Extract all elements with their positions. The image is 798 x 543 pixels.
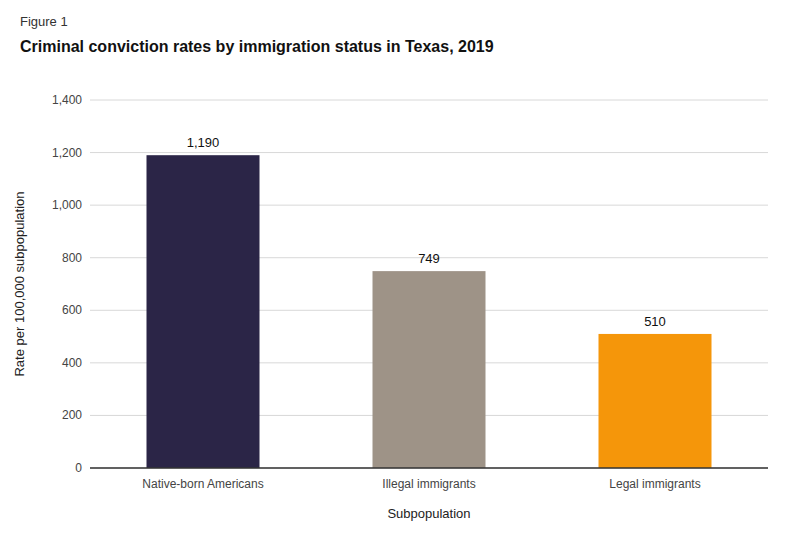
y-tick-label: 400 [62, 356, 82, 370]
data-labels: 1,190 749 510 [187, 135, 666, 329]
data-label: 510 [644, 314, 666, 329]
y-axis: 0 200 400 600 800 1,000 1,200 1,400 [52, 93, 768, 475]
title: Criminal conviction rates by immigration… [20, 38, 494, 55]
bar [373, 271, 486, 468]
y-tick-label: 800 [62, 251, 82, 265]
grid-line [90, 468, 768, 469]
x-tick-label: Native-born Americans [142, 477, 263, 491]
y-tick-label: 1,000 [52, 198, 82, 212]
background [0, 0, 798, 543]
x-axis: Native-born Americans Illegal immigrants L… [142, 477, 700, 491]
subtitle: Figure 1 [20, 14, 68, 29]
chart: Figure 1 Criminal conviction rates by imm… [0, 0, 798, 543]
y-tick-label: 600 [62, 303, 82, 317]
x-axis-line [90, 467, 768, 469]
y-tick-label: 0 [75, 461, 82, 475]
grid-line [90, 152, 768, 153]
data-label: 1,190 [187, 135, 220, 150]
bar [147, 155, 260, 468]
bar [599, 334, 712, 468]
x-tick-label: Illegal immigrants [382, 477, 475, 491]
y-tick-label: 200 [62, 408, 82, 422]
y-tick-label: 1,400 [52, 93, 82, 107]
bars [147, 155, 712, 468]
grid-line [90, 100, 768, 101]
data-label: 749 [418, 251, 440, 266]
y-axis-label: Rate per 100,000 subpopulation [12, 191, 27, 376]
y-tick-label: 1,200 [52, 146, 82, 160]
x-axis-label: Subpopulation [387, 506, 470, 521]
x-tick-label: Legal immigrants [609, 477, 700, 491]
